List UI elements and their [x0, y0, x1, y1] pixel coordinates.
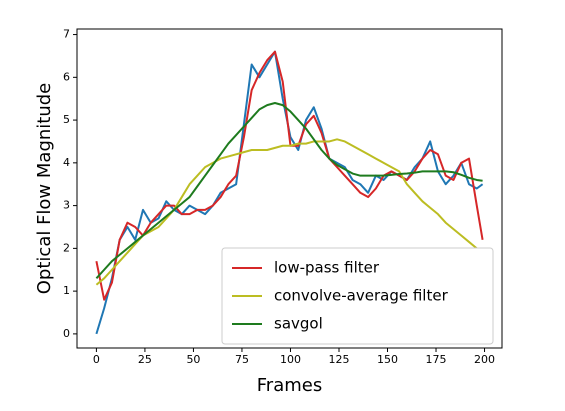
y-tick-label: 3	[63, 199, 70, 212]
x-tick-label: 200	[474, 353, 495, 366]
y-tick-label: 2	[63, 241, 70, 254]
x-tick-label: 100	[280, 353, 301, 366]
series-line	[95, 138, 483, 286]
y-tick-label: 4	[63, 156, 70, 169]
legend-box	[221, 247, 494, 345]
x-tick-label: 125	[328, 353, 349, 366]
y-tick-label: 7	[63, 28, 70, 41]
x-axis-label: Frames	[257, 375, 322, 396]
legend-label: savgol	[274, 315, 323, 333]
legend-label: convolve-average filter	[274, 287, 449, 305]
y-tick-label: 0	[63, 327, 70, 340]
y-tick-label: 1	[63, 284, 70, 297]
x-tick-label: 0	[93, 353, 100, 366]
x-tick-label: 25	[138, 353, 152, 366]
series-line	[95, 101, 483, 279]
x-tick-label: 50	[186, 353, 200, 366]
plot-frame	[76, 28, 503, 349]
x-tick-label: 150	[377, 353, 398, 366]
y-tick-label: 6	[63, 70, 70, 83]
y-tick-label: 5	[63, 113, 70, 126]
x-tick-label: 175	[426, 353, 447, 366]
y-axis-label: Optical Flow Magnitude	[34, 83, 55, 294]
legend-label: low-pass filter	[274, 259, 380, 277]
x-tick-label: 75	[235, 353, 249, 366]
